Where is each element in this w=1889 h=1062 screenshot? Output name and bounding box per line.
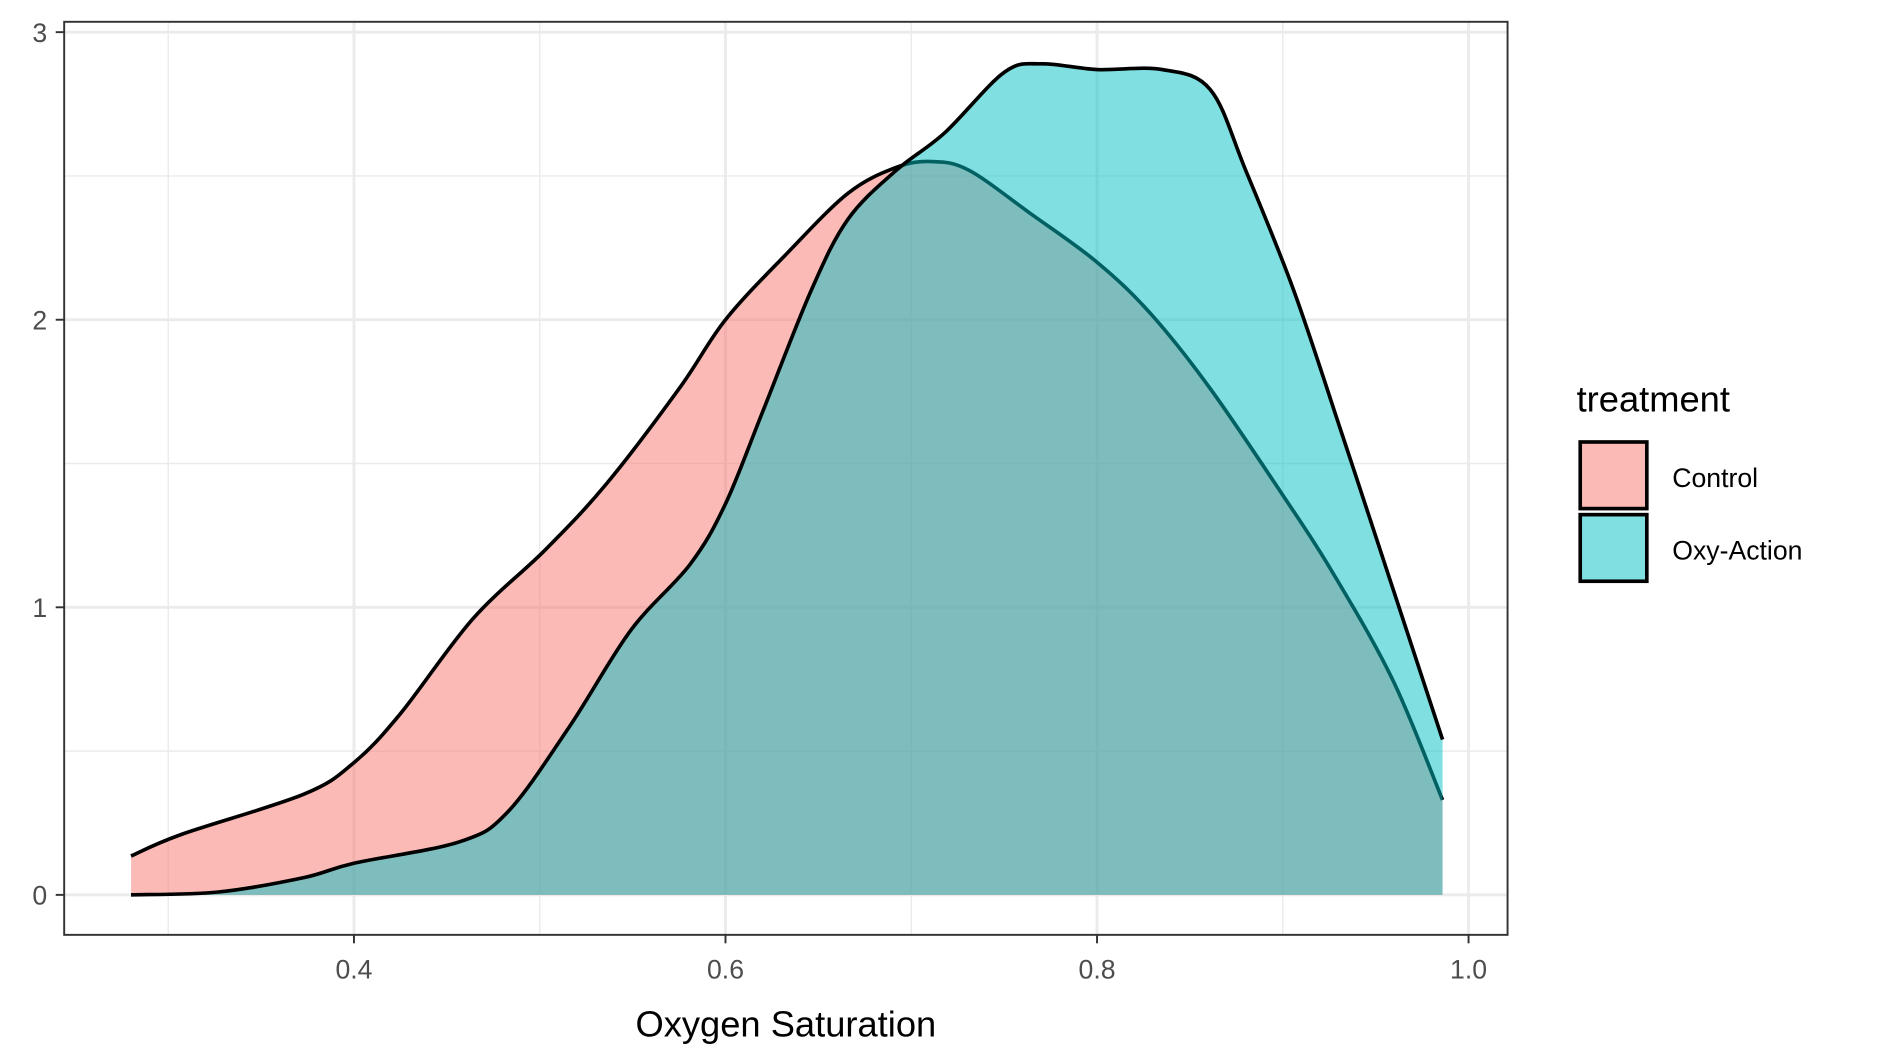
legend-item-control: Control [1578, 440, 1758, 511]
legend-item-oxy-action: Oxy-Action [1578, 512, 1802, 584]
legend-label-control: Control [1672, 463, 1758, 493]
legend-label-oxy-action: Oxy-Action [1672, 535, 1802, 565]
legend: treatment Control Oxy-Action [1577, 379, 1802, 584]
legend-key-control [1578, 440, 1649, 511]
legend-key-oxy-action [1578, 512, 1649, 584]
x-tick-label: 0.8 [1079, 954, 1116, 984]
x-tick-label: 0.4 [335, 954, 372, 984]
x-tick-label: 0.6 [707, 954, 744, 984]
panel-border [63, 20, 1509, 936]
legend-title: treatment [1577, 379, 1730, 420]
x-tick-label: 1.0 [1450, 954, 1487, 984]
density-areas [130, 61, 1445, 897]
density-area-oxy-action [131, 63, 1443, 895]
y-tick-label: 1 [32, 593, 47, 623]
y-tick-label: 2 [32, 305, 47, 335]
density-line-oxy-action [130, 61, 1445, 897]
y-tick-label: 3 [32, 18, 47, 48]
axis-ticks: 0.4 0.6 0.8 1.0 0 1 2 3 [32, 18, 1487, 985]
x-axis-title: Oxygen Saturation [635, 1004, 936, 1045]
y-tick-label: 0 [32, 881, 47, 911]
